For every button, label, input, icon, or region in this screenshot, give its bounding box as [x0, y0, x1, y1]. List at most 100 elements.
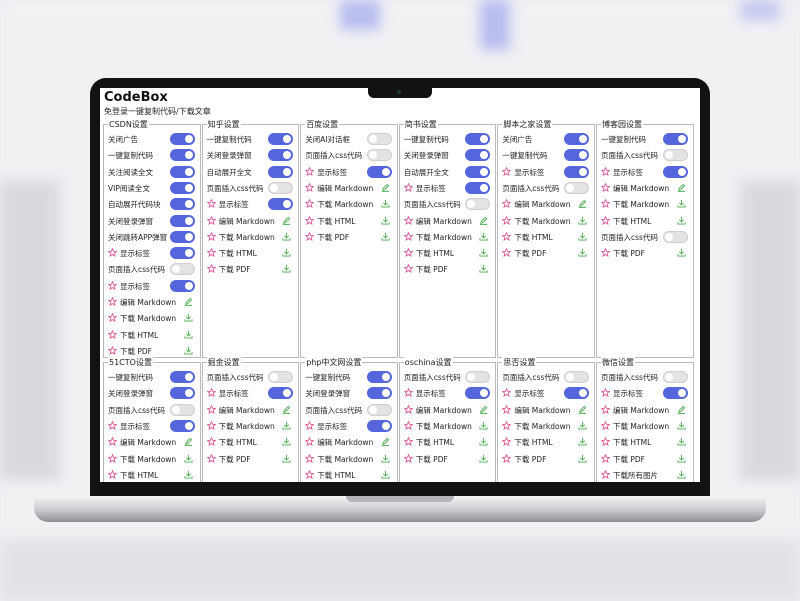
download-icon[interactable] — [578, 437, 587, 446]
edit-icon[interactable] — [578, 199, 587, 209]
edit-icon[interactable] — [282, 405, 291, 414]
toggle-switch[interactable] — [169, 198, 195, 211]
download-icon[interactable] — [381, 470, 390, 479]
setting-row: 下载 PDF — [305, 229, 394, 244]
download-icon[interactable] — [677, 437, 686, 446]
toggle-switch[interactable] — [268, 387, 294, 400]
download-icon[interactable] — [677, 470, 686, 479]
toggle-switch[interactable] — [465, 198, 491, 211]
toggle-switch[interactable] — [563, 165, 589, 178]
toggle-switch[interactable] — [366, 165, 392, 178]
toggle-switch[interactable] — [662, 133, 688, 145]
download-icon[interactable] — [578, 421, 587, 430]
download-icon[interactable] — [677, 454, 686, 463]
download-icon[interactable] — [184, 313, 193, 322]
toggle-switch[interactable] — [465, 133, 491, 145]
toggle-switch[interactable] — [169, 419, 195, 432]
download-icon[interactable] — [381, 232, 390, 241]
download-icon[interactable] — [479, 437, 488, 446]
toggle-switch[interactable] — [169, 403, 195, 416]
download-icon[interactable] — [677, 421, 686, 430]
download-icon[interactable] — [479, 454, 488, 463]
toggle-switch[interactable] — [662, 230, 688, 243]
toggle-switch[interactable] — [268, 181, 294, 194]
edit-icon[interactable] — [381, 183, 390, 192]
edit-icon[interactable] — [184, 437, 193, 447]
edit-icon[interactable] — [184, 297, 193, 306]
download-icon[interactable] — [479, 264, 488, 273]
toggle-switch[interactable] — [169, 165, 195, 178]
download-icon[interactable] — [578, 248, 587, 257]
download-icon[interactable] — [479, 421, 488, 430]
toggle-switch[interactable] — [169, 387, 195, 400]
download-icon[interactable] — [677, 248, 686, 257]
toggle-switch[interactable] — [169, 133, 195, 145]
edit-icon[interactable] — [381, 437, 390, 447]
toggle-switch[interactable] — [366, 371, 392, 383]
toggle-switch[interactable] — [563, 371, 589, 383]
download-icon[interactable] — [282, 264, 291, 273]
toggle-switch[interactable] — [169, 230, 195, 243]
toggle-switch[interactable] — [268, 165, 294, 178]
toggle-switch[interactable] — [366, 419, 392, 432]
toggle-switch[interactable] — [662, 165, 688, 178]
edit-icon[interactable] — [479, 216, 488, 225]
toggle-switch[interactable] — [465, 181, 491, 194]
edit-icon[interactable] — [677, 405, 686, 414]
download-icon[interactable] — [184, 330, 193, 339]
toggle-switch[interactable] — [268, 149, 294, 162]
toggle-switch[interactable] — [169, 371, 195, 383]
download-icon[interactable] — [578, 232, 587, 241]
toggle-switch[interactable] — [268, 198, 294, 211]
download-icon[interactable] — [381, 454, 390, 463]
toggle-switch[interactable] — [169, 181, 195, 194]
toggle-switch[interactable] — [662, 149, 688, 162]
toggle-switch[interactable] — [465, 371, 491, 383]
download-icon[interactable] — [184, 470, 193, 479]
setting-label: 编辑 Markdown — [613, 183, 670, 193]
toggle-switch[interactable] — [465, 149, 491, 162]
edit-icon[interactable] — [282, 216, 291, 225]
toggle-switch[interactable] — [169, 279, 195, 292]
toggle-switch[interactable] — [563, 387, 589, 400]
download-icon[interactable] — [677, 199, 686, 208]
download-icon[interactable] — [381, 199, 390, 208]
toggle-switch[interactable] — [366, 133, 392, 145]
setting-label: 关闭登录弹窗 — [108, 389, 153, 399]
download-icon[interactable] — [282, 232, 291, 241]
toggle-switch[interactable] — [465, 387, 491, 400]
toggle-switch[interactable] — [662, 371, 688, 383]
setting-row: 下载 HTML — [502, 434, 591, 449]
edit-icon[interactable] — [677, 183, 686, 192]
download-icon[interactable] — [381, 216, 390, 225]
toggle-switch[interactable] — [169, 214, 195, 227]
download-icon[interactable] — [282, 421, 291, 430]
download-icon[interactable] — [184, 454, 193, 463]
download-icon[interactable] — [282, 454, 291, 463]
setting-label: 下载 HTML — [613, 438, 652, 448]
toggle-switch[interactable] — [563, 181, 589, 194]
download-icon[interactable] — [479, 232, 488, 241]
toggle-switch[interactable] — [366, 387, 392, 400]
toggle-switch[interactable] — [563, 133, 589, 145]
toggle-switch[interactable] — [563, 149, 589, 162]
download-icon[interactable] — [282, 437, 291, 446]
toggle-switch[interactable] — [662, 387, 688, 400]
setting-label: 显示标签 — [218, 200, 249, 210]
download-icon[interactable] — [578, 454, 587, 463]
edit-icon[interactable] — [578, 405, 587, 414]
toggle-switch[interactable] — [169, 247, 195, 260]
download-icon[interactable] — [578, 216, 587, 225]
toggle-switch[interactable] — [366, 149, 392, 162]
toggle-switch[interactable] — [169, 149, 195, 162]
download-icon[interactable] — [282, 248, 291, 257]
toggle-switch[interactable] — [366, 403, 392, 416]
download-icon[interactable] — [184, 346, 193, 355]
edit-icon[interactable] — [479, 405, 488, 414]
toggle-switch[interactable] — [268, 371, 294, 383]
toggle-switch[interactable] — [169, 263, 195, 276]
toggle-switch[interactable] — [465, 165, 491, 178]
toggle-switch[interactable] — [268, 133, 294, 145]
download-icon[interactable] — [479, 248, 488, 257]
download-icon[interactable] — [677, 216, 686, 225]
